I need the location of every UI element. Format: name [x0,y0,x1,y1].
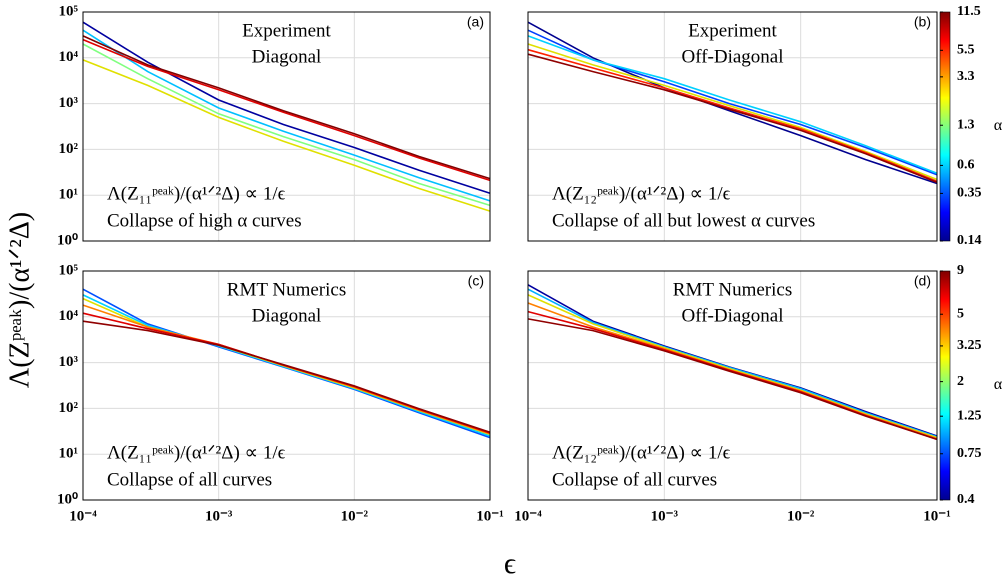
x-tick-label: 10⁻³ [205,508,233,524]
x-tick-label: 10⁻³ [651,508,679,524]
colorbar-tick-label: 3.25 [957,338,982,353]
series-line [82,43,491,207]
colorbar-label: α [994,117,1003,134]
colorbar [939,270,951,501]
x-tick-label: 10⁻¹ [923,508,950,524]
colorbar-tick-label: 0.35 [957,186,982,201]
series-line [82,38,491,182]
y-tick-label: 10⁰ [57,232,78,248]
series-line [82,21,491,195]
panel-label: (d) [914,273,931,289]
annotation: Off-Diagonal [681,46,783,67]
annotation: Λ(Z₁₂ᵖᵉᵃᵏ)/(α¹ᐟ²Δ) ∝ 1/ϵ [552,183,731,204]
annotation: Λ(Z₁₁ᵖᵉᵃᵏ)/(α¹ᐟ²Δ) ∝ 1/ϵ [107,442,286,463]
series-line [527,53,938,184]
colorbar-tick-label: 5.5 [957,43,975,58]
annotation: RMT Numerics [227,279,346,300]
y-tick-label: 10² [59,141,79,157]
panel-label: (a) [467,14,484,30]
series-line [82,35,491,180]
plot-frame [527,11,938,242]
series-line [527,21,938,185]
colorbar [939,11,951,242]
x-axis-label: ϵ [504,547,516,580]
annotation: RMT Numerics [673,279,792,300]
y-tick-label: 10³ [59,354,79,370]
x-tick-label: 10⁻² [341,508,369,524]
y-tick-label: 10³ [59,95,79,111]
y-tick-label: 10¹ [59,446,79,462]
panel-label: (b) [914,14,931,30]
plot-area [528,271,937,500]
x-tick-label: 10⁻² [787,508,815,524]
annotation: Λ(Z₁₂ᵖᵉᵃᵏ)/(α¹ᐟ²Δ) ∝ 1/ϵ [552,442,731,463]
series-line [82,29,491,202]
colorbar-tick-label: 1.3 [957,117,975,132]
series-line [82,59,491,212]
annotation: Diagonal [252,46,322,67]
x-tick-label: 10⁻⁴ [514,508,542,524]
annotation: Diagonal [252,305,322,326]
plot-frame [82,270,491,501]
colorbar-tick-label: 3.3 [957,69,975,84]
y-axis-label: Λ(Zᵖᵉᵃᵏ)/(α¹ᐟ²Δ) [4,212,35,388]
annotation: Collapse of all curves [107,469,272,490]
series-line [527,318,938,441]
plot-area [83,271,490,500]
x-tick-label: 10⁻⁴ [69,508,97,524]
colorbar-tick-label: 9 [957,263,964,278]
y-tick-label: 10⁵ [59,3,79,19]
x-tick-label: 10⁻¹ [476,508,503,524]
annotation: Experiment [688,20,777,41]
series-line [527,35,938,175]
panel-label: (c) [468,273,484,289]
series-line [527,43,938,181]
plot-area [83,12,490,241]
series-line [82,320,491,434]
colorbar-tick-label: 0.6 [957,158,975,173]
colorbar-tick-label: 11.5 [957,4,981,19]
y-tick-label: 10⁴ [59,308,79,324]
annotation: Λ(Z₁₁ᵖᵉᵃᵏ)/(α¹ᐟ²Δ) ∝ 1/ϵ [107,183,286,204]
colorbar-tick-label: 0.14 [957,233,982,248]
annotation: Collapse of all but lowest α curves [552,210,815,231]
colorbar-label: α [994,376,1003,393]
annotation: Collapse of all curves [552,469,717,490]
y-tick-label: 10⁴ [59,49,79,65]
y-tick-label: 10¹ [59,187,79,203]
colorbar-tick-label: 5 [957,306,964,321]
series-line [527,288,938,438]
annotation: Collapse of high α curves [107,210,302,231]
annotation: Off-Diagonal [681,305,783,326]
annotation: Experiment [242,20,331,41]
y-tick-label: 10² [59,400,79,416]
plot-frame [527,270,938,501]
y-tick-label: 10⁵ [59,262,79,278]
plot-area [528,12,937,241]
colorbar-tick-label: 0.4 [957,492,975,507]
colorbar-tick-label: 2 [957,374,964,389]
colorbar-tick-label: 0.75 [957,446,982,461]
series-line [527,48,938,183]
plot-frame [82,11,491,242]
y-tick-label: 10⁰ [57,491,78,507]
colorbar-tick-label: 1.25 [957,408,982,423]
